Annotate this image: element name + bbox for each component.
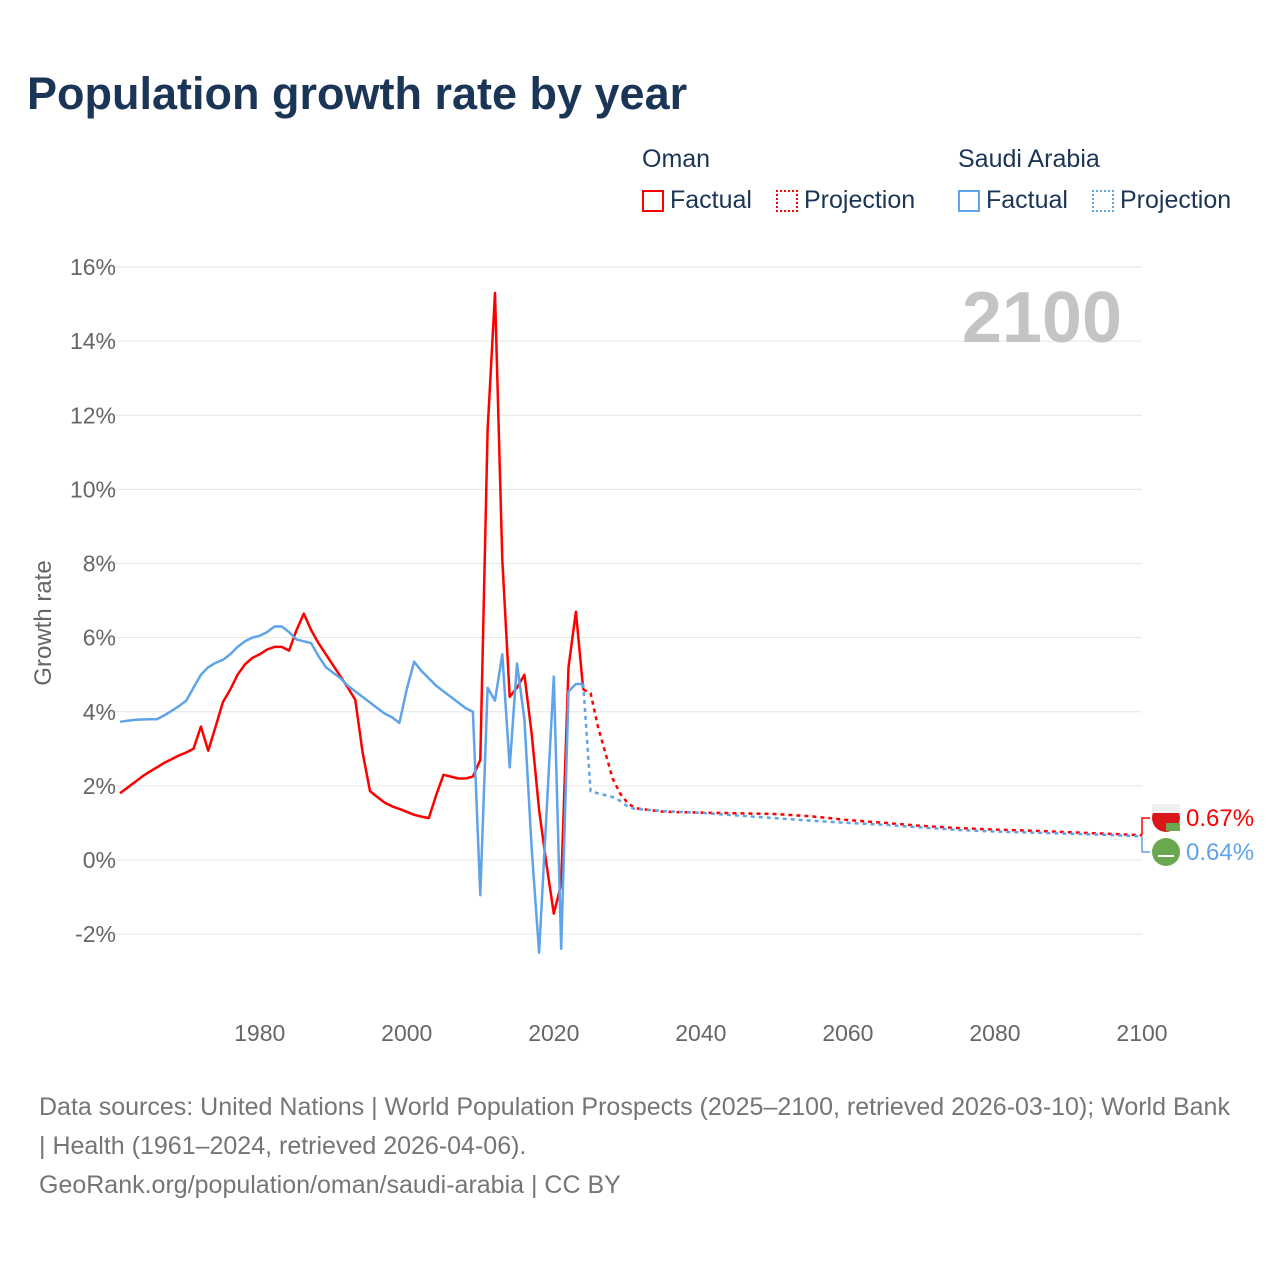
flag-stripe <box>1152 804 1180 813</box>
credit-link[interactable]: GeoRank.org/population/oman/saudi-arabia… <box>39 1171 621 1199</box>
legend-oman-projection[interactable]: Projection <box>776 186 915 215</box>
footer: Data sources: United Nations | World Pop… <box>39 1088 1239 1205</box>
x-tick-label: 1980 <box>234 1020 285 1046</box>
legend-oman-factual[interactable]: Factual <box>642 186 752 215</box>
y-tick-label: 0% <box>83 847 116 873</box>
series-line-saudi-arabia-factual <box>119 625 584 954</box>
saudi-arabia-flag-icon <box>1152 838 1180 866</box>
y-tick-label: 2% <box>83 773 116 799</box>
page-title: Population growth rate by year <box>27 68 688 119</box>
y-tick-label: 10% <box>70 476 116 502</box>
end-value-label: 0.64% <box>1186 839 1254 866</box>
legend-saudi-projection[interactable]: Projection <box>1092 186 1231 215</box>
y-tick-label: 6% <box>83 625 116 651</box>
series-line-oman-projection <box>582 688 1143 837</box>
x-tick-label: 2100 <box>1116 1020 1167 1046</box>
x-tick-label: 2000 <box>381 1020 432 1046</box>
series-line-oman-factual <box>119 291 585 915</box>
legend-group-saudi-arabia: Saudi Arabia <box>958 145 1100 173</box>
x-tick-label: 2040 <box>675 1020 726 1046</box>
y-tick-label: 8% <box>83 551 116 577</box>
y-axis-label: Growth rate <box>30 560 57 685</box>
data-sources: Data sources: United Nations | World Pop… <box>39 1093 1230 1160</box>
dotted-swatch-icon <box>776 189 798 212</box>
flag-stripe <box>1166 823 1180 831</box>
y-tick-label: 4% <box>83 699 116 725</box>
x-tick-label: 2020 <box>528 1020 579 1046</box>
y-tick-label: 16% <box>70 254 116 280</box>
solid-swatch-icon <box>642 189 664 212</box>
end-label-connector <box>1141 817 1150 836</box>
x-tick-label: 2080 <box>969 1020 1020 1046</box>
x-tick-label: 2060 <box>822 1020 873 1046</box>
legend-saudi-factual[interactable]: Factual <box>958 186 1068 215</box>
y-tick-label: -2% <box>75 921 116 947</box>
dotted-swatch-icon <box>1092 189 1114 212</box>
legend-label: Projection <box>1120 186 1232 214</box>
end-value-label: 0.67% <box>1186 805 1254 832</box>
year-watermark: 2100 <box>962 278 1122 358</box>
legend-label: Factual <box>986 186 1068 214</box>
y-tick-label: 14% <box>70 328 116 354</box>
legend-group-oman: Oman <box>642 145 711 173</box>
end-label-connector <box>1141 836 1150 853</box>
legend-label: Factual <box>670 186 752 214</box>
series-line-saudi-arabia-projection <box>581 683 1143 838</box>
legend-label: Projection <box>804 186 916 214</box>
flag-sword <box>1158 855 1174 857</box>
y-tick-label: 12% <box>70 402 116 428</box>
solid-swatch-icon <box>958 189 980 212</box>
